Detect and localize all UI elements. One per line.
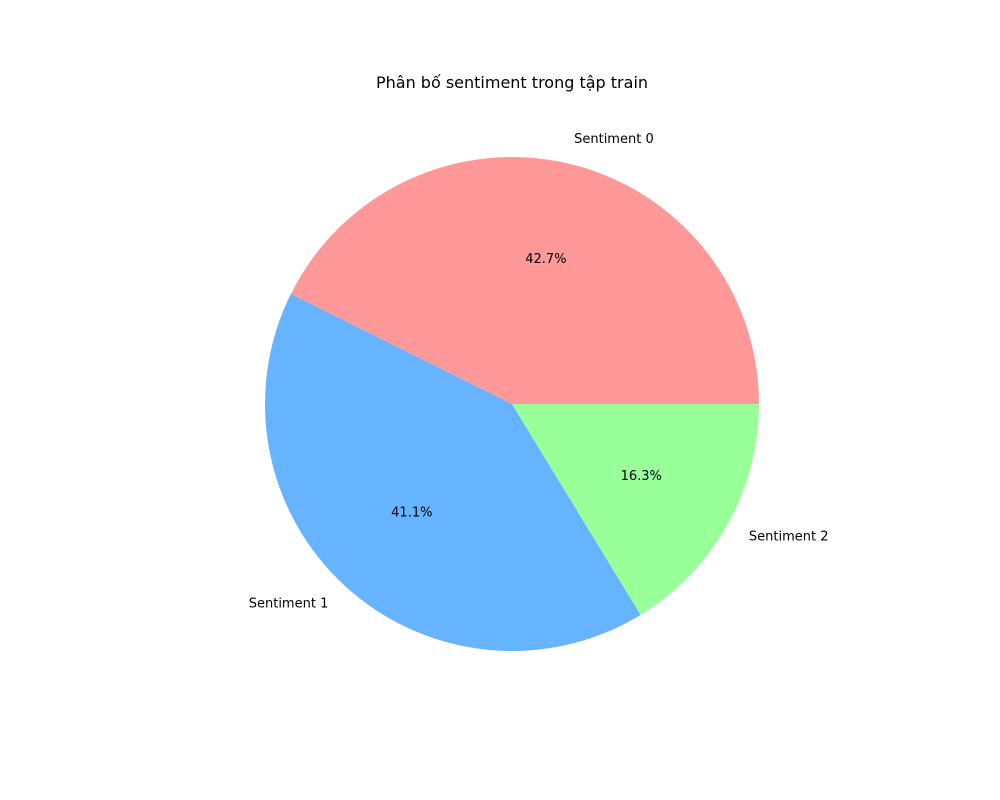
pie-slices xyxy=(265,157,759,652)
pie-category-label: Sentiment 2 xyxy=(749,530,829,545)
chart-title: Phân bố sentiment trong tập train xyxy=(376,73,648,92)
pie-category-label: Sentiment 0 xyxy=(574,132,654,147)
pie-slice-sentiment-1 xyxy=(265,294,641,652)
pie-percent-label: 16.3% xyxy=(621,469,662,484)
pie-slice-sentiment-2 xyxy=(512,404,759,615)
pie-percent-label: 42.7% xyxy=(525,252,566,267)
pie-percent-label: 41.1% xyxy=(391,506,432,521)
pie-slice-sentiment-0 xyxy=(290,157,759,404)
pie-labels: 42.7% Sentiment 0 41.1% Sentiment 1 16.3% Sen… xyxy=(249,132,829,612)
pie-category-label: Sentiment 1 xyxy=(249,597,329,612)
